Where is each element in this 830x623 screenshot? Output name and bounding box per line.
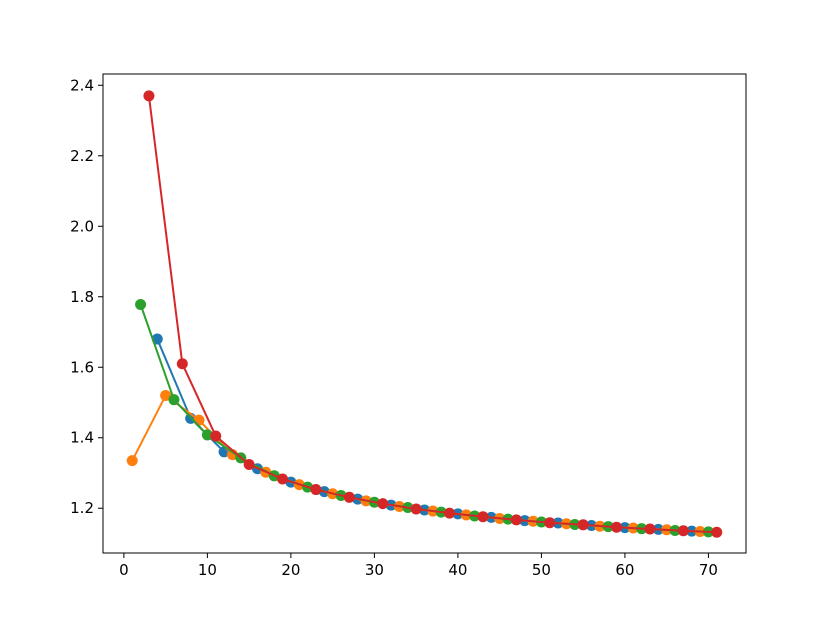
data-point [377,498,389,510]
series-line [139,304,709,533]
data-point [210,430,222,442]
data-point [343,491,355,503]
x-tick-label: 60 [615,561,634,579]
data-point [544,517,556,529]
data-point [168,394,180,406]
data-point [611,521,623,533]
data-point [577,519,589,531]
y-tick-label: 1.4 [70,429,94,447]
y-tick-label: 1.6 [70,358,94,376]
data-point [126,455,138,467]
x-tick-label: 70 [699,561,718,579]
data-point [477,511,489,523]
plot-frame [102,73,747,554]
data-point [711,526,723,538]
data-point [510,514,522,526]
data-point [176,358,188,370]
x-tick-label: 40 [448,561,467,579]
x-tick-label: 20 [281,561,300,579]
data-point [201,429,213,441]
data-point [444,507,456,519]
series-line [156,338,692,533]
data-point [310,484,322,496]
data-point [243,459,255,471]
data-point [410,503,422,515]
x-tick-label: 50 [532,561,551,579]
x-tick-label: 30 [365,561,384,579]
y-tick-label: 1.2 [70,499,94,517]
y-tick-label: 2.2 [70,147,94,165]
y-tick-label: 2.0 [70,217,94,235]
data-point [143,90,155,102]
data-point [277,473,289,485]
data-point [193,414,205,426]
series-line [147,95,717,534]
x-tick-label: 10 [198,561,217,579]
data-point [644,523,656,535]
data-point [160,389,172,401]
data-point [135,299,147,311]
x-tick-label: 0 [119,561,129,579]
data-point [677,525,689,537]
y-tick-label: 2.4 [70,76,94,94]
y-tick-label: 1.8 [70,288,94,306]
